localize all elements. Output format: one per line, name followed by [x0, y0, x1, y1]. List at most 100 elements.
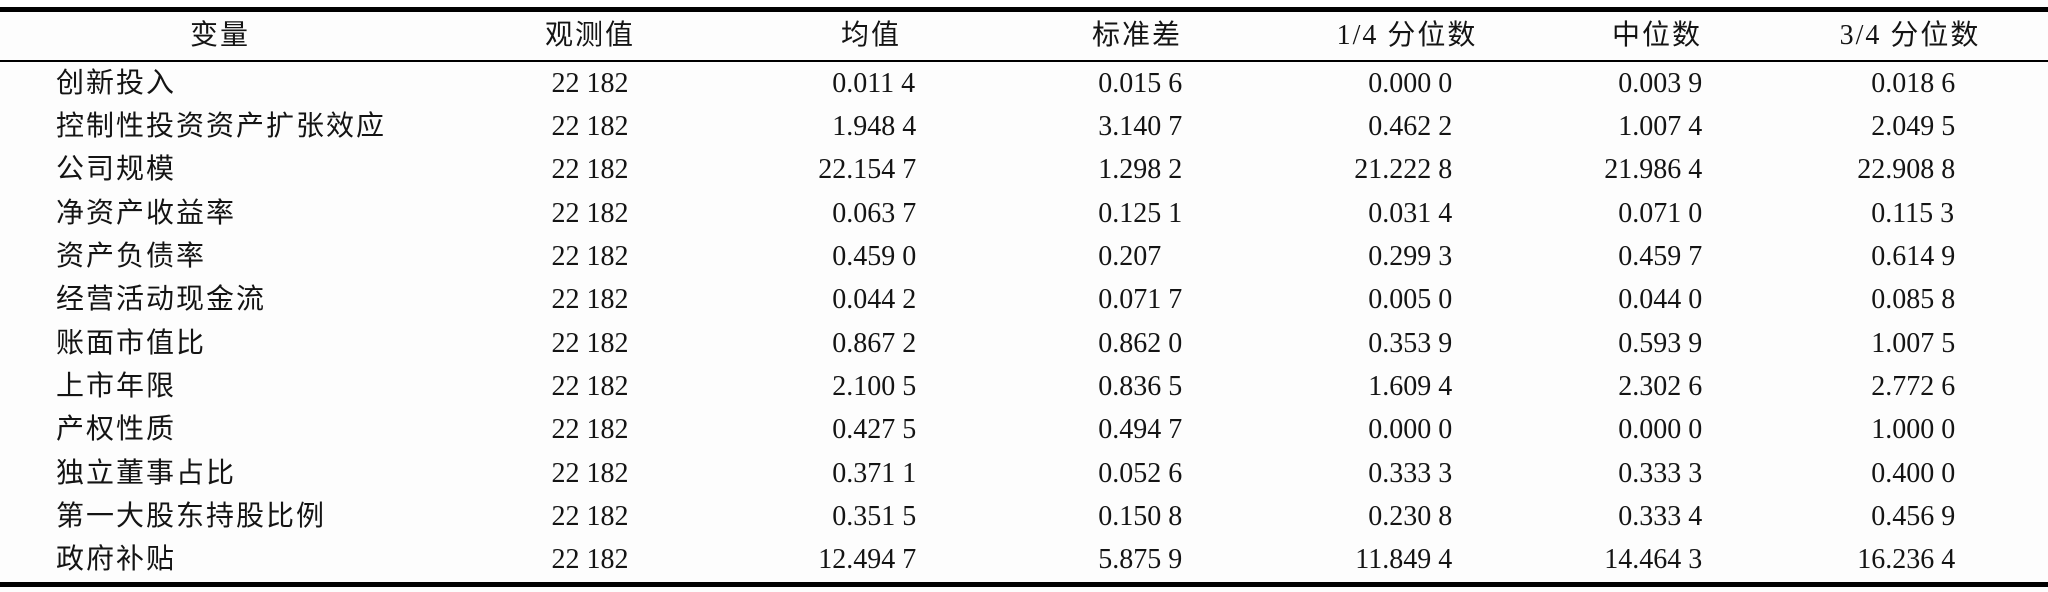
- cell-q3: 1.007 5: [1871, 327, 1956, 359]
- cell-q3: 22.908 8: [1857, 154, 1956, 186]
- cell-stddev: 0.052 6: [1098, 457, 1183, 489]
- cell-median: 0.333 4: [1618, 500, 1703, 532]
- cell-q3: 2.772 6: [1871, 370, 1956, 402]
- table-row: 控制性投资资产扩张效应 22 182 1.948 4 3.140 7 0.462…: [0, 105, 2048, 148]
- cell-mean: 2.100 5: [832, 370, 917, 402]
- cell-q3: 2.049 5: [1871, 110, 1956, 142]
- cell-median: 0.071 0: [1618, 197, 1703, 229]
- cell-variable: 公司规模: [56, 154, 177, 186]
- table-row: 资产负债率 22 182 0.459 0 0.207 0.299 3 0.459…: [0, 235, 2048, 278]
- cell-stddev: 0.207: [1098, 240, 1162, 272]
- cell-mean: 0.427 5: [832, 414, 917, 446]
- cell-median: 0.003 9: [1618, 67, 1703, 99]
- table-row: 第一大股东持股比例 22 182 0.351 5 0.150 8 0.230 8…: [0, 495, 2048, 538]
- cell-mean: 12.494 7: [818, 544, 917, 576]
- cell-q1: 0.353 9: [1368, 327, 1453, 359]
- cell-mean: 22.154 7: [818, 154, 917, 186]
- cell-observations: 22 182: [551, 67, 629, 99]
- cell-q3: 0.614 9: [1871, 240, 1956, 272]
- cell-observations: 22 182: [551, 154, 629, 186]
- cell-stddev: 0.125 1: [1098, 197, 1183, 229]
- cell-observations: 22 182: [551, 327, 629, 359]
- table-row: 政府补贴 22 182 12.494 7 5.875 9 11.849 4 14…: [0, 539, 2048, 585]
- table-row: 创新投入 22 182 0.011 4 0.015 6 0.000 0 0.00…: [0, 61, 2048, 105]
- table-row: 经营活动现金流 22 182 0.044 2 0.071 7 0.005 0 0…: [0, 279, 2048, 322]
- cell-variable: 产权性质: [56, 414, 177, 446]
- cell-observations: 22 182: [551, 414, 629, 446]
- column-header-q1: 1/4 分位数: [1272, 9, 1542, 62]
- cell-observations: 22 182: [551, 197, 629, 229]
- cell-q1: 0.031 4: [1368, 197, 1453, 229]
- cell-q3: 0.085 8: [1871, 284, 1956, 316]
- cell-mean: 0.867 2: [832, 327, 917, 359]
- cell-stddev: 0.150 8: [1098, 500, 1183, 532]
- cell-stddev: 3.140 7: [1098, 110, 1183, 142]
- cell-mean: 1.948 4: [832, 110, 917, 142]
- column-header-stddev: 标准差: [1002, 9, 1272, 62]
- cell-variable: 账面市值比: [56, 327, 207, 359]
- cell-stddev: 0.071 7: [1098, 284, 1183, 316]
- cell-median: 14.464 3: [1604, 544, 1703, 576]
- cell-variable: 上市年限: [56, 370, 177, 402]
- table-row: 公司规模 22 182 22.154 7 1.298 2 21.222 8 21…: [0, 149, 2048, 192]
- table-row: 上市年限 22 182 2.100 5 0.836 5 1.609 4 2.30…: [0, 365, 2048, 408]
- table-body: 创新投入 22 182 0.011 4 0.015 6 0.000 0 0.00…: [0, 61, 2048, 585]
- cell-observations: 22 182: [551, 370, 629, 402]
- cell-observations: 22 182: [551, 457, 629, 489]
- cell-observations: 22 182: [551, 284, 629, 316]
- cell-variable: 控制性投资资产扩张效应: [56, 110, 387, 142]
- cell-variable: 资产负债率: [56, 240, 207, 272]
- cell-median: 0.000 0: [1618, 414, 1703, 446]
- cell-q1: 1.609 4: [1368, 370, 1453, 402]
- table-row: 账面市值比 22 182 0.867 2 0.862 0 0.353 9 0.5…: [0, 322, 2048, 365]
- cell-stddev: 1.298 2: [1098, 154, 1183, 186]
- cell-mean: 0.351 5: [832, 500, 917, 532]
- column-header-variable: 变量: [0, 9, 440, 62]
- cell-observations: 22 182: [551, 500, 629, 532]
- cell-stddev: 0.494 7: [1098, 414, 1183, 446]
- cell-mean: 0.063 7: [832, 197, 917, 229]
- cell-q3: 0.400 0: [1871, 457, 1956, 489]
- cell-stddev: 0.836 5: [1098, 370, 1183, 402]
- cell-stddev: 5.875 9: [1098, 544, 1183, 576]
- cell-variable: 经营活动现金流: [56, 284, 267, 316]
- cell-mean: 0.459 0: [832, 240, 917, 272]
- table-row: 产权性质 22 182 0.427 5 0.494 7 0.000 0 0.00…: [0, 409, 2048, 452]
- header-row: 变量 观测值 均值 标准差 1/4 分位数 中位数 3/4 分位数: [0, 9, 2048, 62]
- cell-variable: 独立董事占比: [56, 457, 237, 489]
- cell-q3: 16.236 4: [1857, 544, 1956, 576]
- cell-q1: 11.849 4: [1355, 544, 1453, 576]
- column-header-median: 中位数: [1542, 9, 1772, 62]
- cell-observations: 22 182: [551, 110, 629, 142]
- cell-variable: 政府补贴: [56, 544, 177, 576]
- table-header: 变量 观测值 均值 标准差 1/4 分位数 中位数 3/4 分位数: [0, 9, 2048, 62]
- cell-stddev: 0.015 6: [1098, 67, 1183, 99]
- column-header-mean: 均值: [740, 9, 1002, 62]
- cell-q1: 0.462 2: [1368, 110, 1453, 142]
- cell-median: 0.459 7: [1618, 240, 1703, 272]
- table-row: 独立董事占比 22 182 0.371 1 0.052 6 0.333 3 0.…: [0, 452, 2048, 495]
- cell-q3: 0.456 9: [1871, 500, 1956, 532]
- cell-q1: 0.005 0: [1368, 284, 1453, 316]
- cell-q1: 0.000 0: [1368, 67, 1453, 99]
- table-row: 净资产收益率 22 182 0.063 7 0.125 1 0.031 4 0.…: [0, 192, 2048, 235]
- cell-stddev: 0.862 0: [1098, 327, 1183, 359]
- cell-median: 0.044 0: [1618, 284, 1703, 316]
- cell-q1: 21.222 8: [1354, 154, 1453, 186]
- cell-mean: 0.044 2: [832, 284, 917, 316]
- cell-q3: 0.115 3: [1871, 197, 1955, 229]
- cell-q1: 0.230 8: [1368, 500, 1453, 532]
- cell-observations: 22 182: [551, 240, 629, 272]
- cell-median: 1.007 4: [1618, 110, 1703, 142]
- cell-q3: 0.018 6: [1871, 67, 1956, 99]
- cell-q3: 1.000 0: [1871, 414, 1956, 446]
- cell-q1: 0.333 3: [1368, 457, 1453, 489]
- cell-variable: 第一大股东持股比例: [56, 500, 327, 532]
- cell-variable: 净资产收益率: [56, 197, 237, 229]
- cell-median: 0.333 3: [1618, 457, 1703, 489]
- cell-median: 0.593 9: [1618, 327, 1703, 359]
- descriptive-statistics-table: 变量 观测值 均值 标准差 1/4 分位数 中位数 3/4 分位数 创新投入 2…: [0, 7, 2048, 587]
- cell-mean: 0.011 4: [832, 67, 916, 99]
- cell-q1: 0.299 3: [1368, 240, 1453, 272]
